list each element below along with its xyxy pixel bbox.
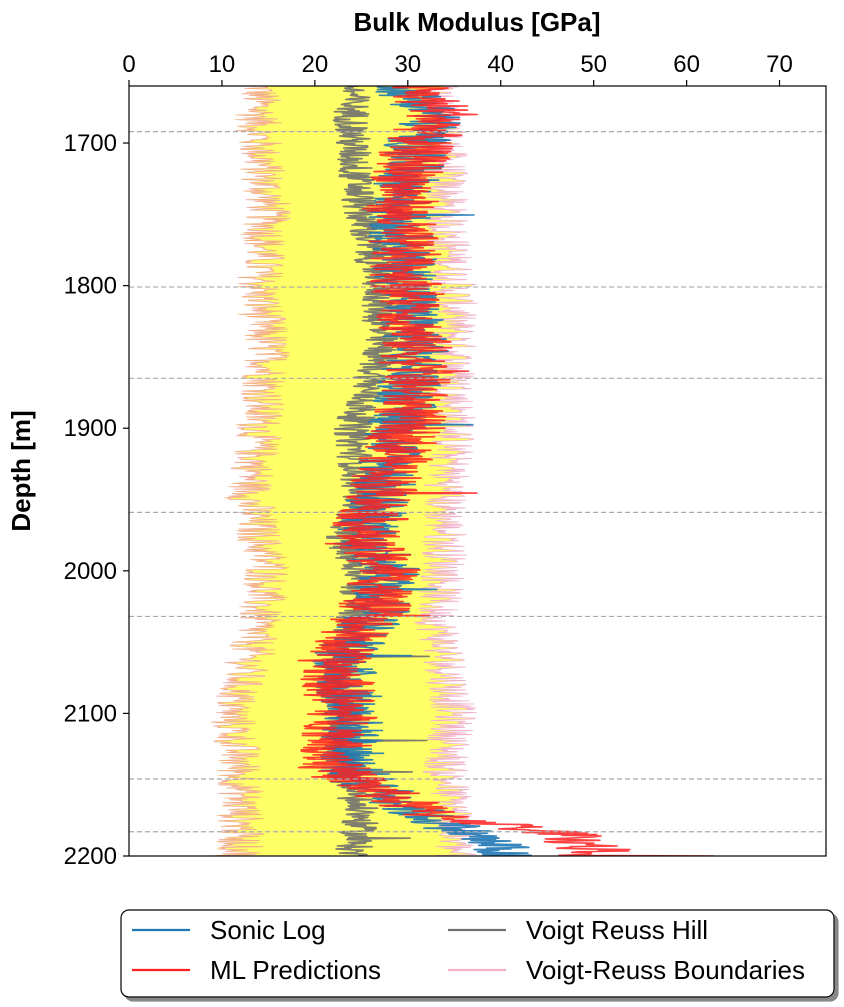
y-tick-label: 1800 — [64, 273, 117, 300]
legend-ml-predictions: ML Predictions — [132, 955, 381, 985]
legend-label: Voigt-Reuss Boundaries — [526, 955, 805, 985]
legend: Sonic Log ML Predictions Voigt Reuss Hill V… — [120, 909, 835, 998]
y-tick-label: 2200 — [64, 843, 117, 870]
y-tick-label: 1700 — [64, 130, 117, 157]
legend-frame — [120, 909, 835, 998]
ml-predictions-line — [297, 86, 714, 856]
x-tick-label: 40 — [487, 51, 514, 78]
x-axis-ticks: 0 10 20 30 40 50 60 70 — [122, 51, 793, 86]
x-tick-label: 70 — [766, 51, 793, 78]
legend-sonic-log: Sonic Log — [132, 915, 326, 945]
series-lines — [297, 86, 714, 856]
x-tick-label: 50 — [580, 51, 607, 78]
legend-voigt-reuss-hill: Voigt Reuss Hill — [448, 915, 708, 945]
x-tick-label: 60 — [673, 51, 700, 78]
y-tick-label: 2100 — [64, 700, 117, 727]
x-tick-label: 0 — [122, 51, 135, 78]
legend-voigt-reuss-boundaries: Voigt-Reuss Boundaries — [448, 955, 805, 985]
y-tick-label: 1900 — [64, 415, 117, 442]
y-axis-ticks: 1700 1800 1900 2000 2100 2200 — [64, 130, 129, 870]
legend-label: Voigt Reuss Hill — [526, 915, 708, 945]
voigt-lower-boundary-trace — [210, 86, 292, 856]
legend-label: ML Predictions — [210, 955, 381, 985]
y-axis-title: Depth [m] — [6, 410, 36, 531]
x-tick-label: 30 — [394, 51, 421, 78]
legend-label: Sonic Log — [210, 915, 326, 945]
plot-frame — [128, 85, 827, 857]
y-tick-label: 2000 — [64, 558, 117, 585]
x-axis-title: Bulk Modulus [GPa] — [354, 7, 601, 37]
x-tick-label: 20 — [302, 51, 329, 78]
x-tick-label: 10 — [209, 51, 236, 78]
formation-top-lines — [129, 131, 826, 833]
